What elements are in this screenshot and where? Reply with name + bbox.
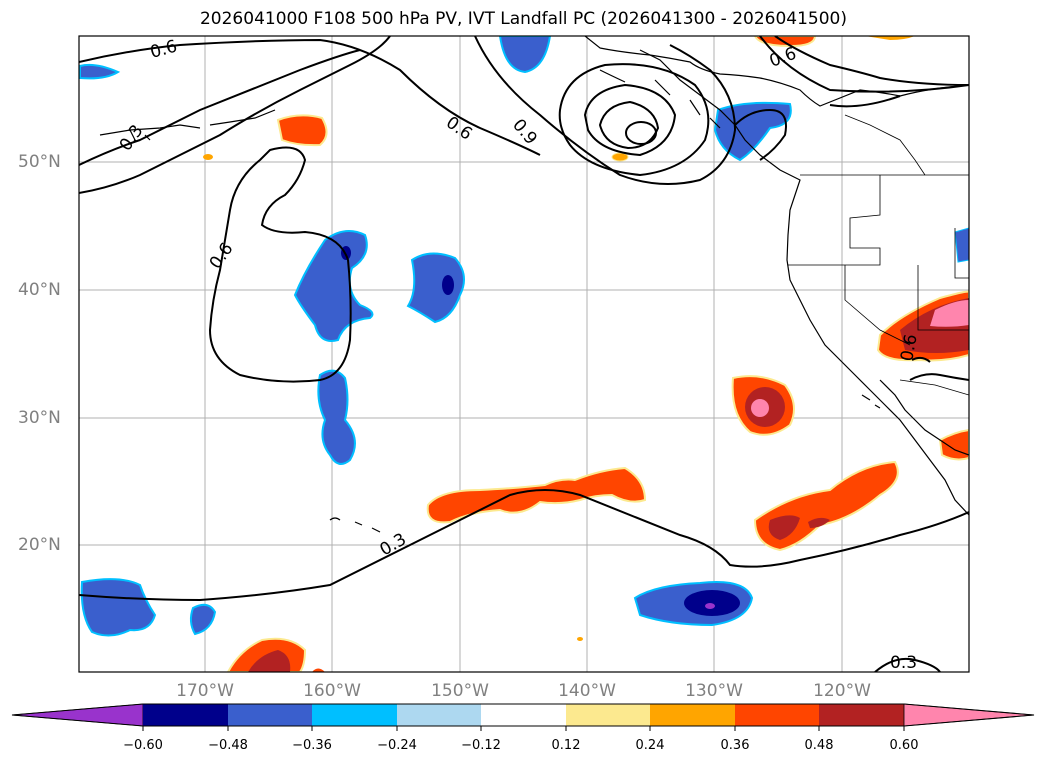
positive-anomaly-areas [203, 36, 969, 672]
lon-label: 170°W [176, 681, 234, 701]
anomaly-blob [406, 252, 465, 324]
contour-label: 0.6 [442, 113, 476, 145]
map-plot: 0.6 0.3 0.6 0.9 0.6 0.6 0.3 0.3 0.6 [78, 35, 970, 673]
negative-anomaly-areas [79, 36, 969, 637]
anomaly-core [705, 603, 715, 609]
anomaly-blob [79, 63, 121, 80]
contour-label: 0.9 [508, 115, 541, 149]
colorbar-segments [11, 703, 1035, 731]
colorbar-segment [481, 704, 566, 726]
colorbar-segment [735, 704, 819, 726]
anomaly-blob [293, 230, 374, 342]
colorbar-frame [11, 703, 1035, 727]
contour-label: 0.6 [148, 37, 179, 63]
colorbar-tick: −0.36 [292, 738, 332, 753]
political-borders [788, 114, 969, 396]
lat-label: 20°N [18, 535, 61, 555]
colorbar-extend-low [11, 703, 144, 727]
contour-label: 0.3 [890, 653, 917, 673]
anomaly-blob [808, 517, 830, 528]
anomaly-blob [80, 578, 157, 637]
anomaly-blob [611, 152, 629, 162]
anomaly-blob [751, 399, 769, 417]
lon-label: 150°W [431, 681, 489, 701]
colorbar-tick: −0.48 [208, 738, 248, 753]
colorbar-tick: −0.12 [461, 738, 501, 753]
lon-label: 130°W [685, 681, 743, 701]
anomaly-core [684, 590, 740, 616]
lon-label: 160°W [303, 681, 361, 701]
colorbar-tick: 0.12 [551, 738, 581, 753]
colorbar-tick: 0.60 [889, 738, 919, 753]
colorbar-segment [566, 704, 650, 726]
map-title: 2026041000 F108 500 hPa PV, IVT Landfall… [199, 9, 847, 29]
contour-label: 0.3 [377, 529, 410, 560]
anomaly-blob [930, 300, 969, 327]
anomaly-blob [203, 154, 213, 160]
anomaly-blob [276, 114, 328, 147]
colorbar-segment [397, 704, 481, 726]
lat-label: 40°N [18, 280, 61, 300]
lon-label: 120°W [813, 681, 871, 701]
lat-label: 30°N [18, 408, 61, 428]
colorbar-segment [143, 704, 228, 726]
lon-label: 140°W [558, 681, 616, 701]
gridlines [79, 36, 969, 672]
colorbar-tick: 0.36 [720, 738, 750, 753]
colorbar-tick: −0.60 [123, 738, 163, 753]
colorbar-segment [228, 704, 312, 726]
anomaly-blob [248, 650, 291, 672]
anomaly-blob [938, 428, 969, 461]
coastlines [99, 36, 969, 533]
anomaly-blob [498, 36, 552, 74]
anomaly-blob [865, 36, 915, 40]
colorbar-tick: −0.24 [377, 738, 417, 753]
plot-frame [78, 35, 970, 673]
anomaly-blob [954, 227, 969, 263]
colorbar-segment [312, 704, 397, 726]
contour-label: 0.6 [206, 239, 238, 273]
contour-label: 0.3 [116, 121, 148, 155]
colorbar-tick: 0.48 [804, 738, 834, 753]
pv-contours [79, 36, 969, 672]
anomaly-blob [312, 668, 325, 672]
colorbar-segment [650, 704, 735, 726]
contour-labels: 0.6 0.3 0.6 0.9 0.6 0.6 0.3 0.3 0.6 [116, 37, 922, 673]
anomaly-blob [577, 637, 583, 641]
colorbar-tick: 0.24 [635, 738, 665, 753]
colorbar-extend-high [903, 703, 1035, 727]
anomaly-blob [317, 369, 356, 465]
lat-label: 50°N [18, 152, 61, 172]
colorbar-segment [819, 704, 904, 726]
anomaly-blob [768, 515, 800, 540]
anomaly-blob [189, 603, 217, 636]
contour-label: 0.6 [897, 333, 921, 363]
anomaly-core [442, 275, 454, 295]
